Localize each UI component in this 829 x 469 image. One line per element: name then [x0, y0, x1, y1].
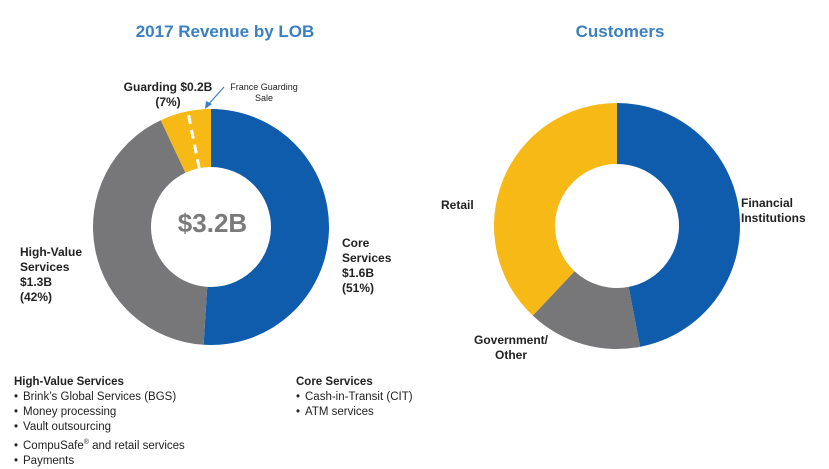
high-value-heading: High-Value Services — [14, 376, 124, 388]
donut-slice-high-value-services — [92, 120, 208, 345]
label-core-line1: Core — [342, 236, 370, 250]
list-item-text: CompuSafe — [23, 439, 84, 452]
label-high-value-line4: (42%) — [20, 290, 53, 304]
label-core-line4: (51%) — [342, 281, 375, 295]
label-guarding-line1: Guarding $0.2B — [123, 80, 213, 94]
label-government: Government/ Other — [466, 333, 556, 363]
label-core: Core Services $1.6B (51%) — [342, 236, 391, 296]
label-high-value: High-Value Services $1.3B (42%) — [20, 245, 82, 305]
label-high-value-line1: High-Value — [20, 245, 83, 259]
label-core-line3: $1.6B — [342, 266, 375, 280]
donut-slice-government-other — [532, 271, 641, 349]
label-guarding: Guarding $0.2B (7%) — [108, 80, 228, 110]
label-government-line2: Other — [494, 348, 527, 362]
france-guarding-annotation: France Guarding Sale — [218, 82, 310, 104]
high-value-list: High-Value Services Brink’s Global Servi… — [14, 375, 185, 469]
core-list: Core Services Cash-in-Transit (CIT) ATM … — [296, 375, 413, 420]
registered-mark: ® — [83, 439, 89, 446]
label-retail: Retail — [441, 198, 474, 213]
label-financial-line1: Financial — [741, 196, 794, 210]
list-item: Money processing — [14, 405, 185, 420]
label-retail-line1: Retail — [441, 198, 474, 212]
france-guarding-divider — [186, 111, 201, 169]
annotation-line2: Sale — [254, 93, 273, 103]
label-core-line2: Services — [342, 251, 392, 265]
annotation-arrow-head — [205, 101, 212, 109]
list-item: Brink’s Global Services (BGS) — [14, 390, 185, 405]
list-item-suffix: and retail services — [88, 439, 185, 452]
label-financial: Financial Institutions — [741, 196, 806, 226]
chart-title-revenue: 2017 Revenue by LOB — [135, 22, 315, 41]
donut-slice-core-services — [203, 109, 330, 346]
donut-slice-guarding — [160, 109, 211, 173]
donut-slice-financial-institutions — [617, 103, 741, 347]
list-item: Payments — [14, 454, 185, 469]
label-financial-line2: Institutions — [741, 211, 806, 225]
core-heading: Core Services — [296, 376, 373, 388]
annotation-line1: France Guarding — [230, 82, 298, 92]
list-item: Cash-in-Transit (CIT) — [296, 390, 413, 405]
label-high-value-line2: Services — [20, 260, 70, 274]
donut-slice-retail — [493, 102, 617, 316]
label-guarding-line2: (7%) — [155, 95, 181, 109]
list-item: ATM services — [296, 405, 413, 420]
label-government-line1: Government/ — [473, 333, 548, 347]
chart-title-customers: Customers — [575, 22, 665, 41]
list-item: CompuSafe® and retail services — [14, 435, 185, 454]
annotation-arrow-line — [206, 86, 225, 107]
label-high-value-line3: $1.3B — [20, 275, 53, 289]
revenue-total: $3.2B — [177, 208, 248, 238]
list-item: Vault outsourcing — [14, 420, 185, 435]
